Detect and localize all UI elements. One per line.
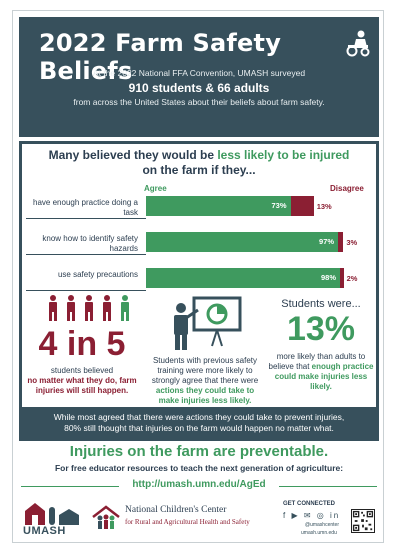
barn-icon (25, 503, 79, 525)
bar-track: 73% 13% (146, 196, 376, 216)
beliefs-section: Many believed they would be less likely … (19, 141, 379, 441)
website[interactable]: umash.umn.edu (301, 530, 337, 536)
intro-line-3: from across the United States about thei… (73, 97, 325, 107)
stat-four-in-five: 4 in 5 students believed no matter what … (22, 294, 142, 444)
bar-agree: 98% (146, 268, 341, 288)
question-highlight: less likely to be injured (217, 148, 350, 162)
stat-safety-training: Students with previous safety training w… (146, 294, 264, 444)
bar-disagree (340, 268, 344, 288)
bar-track: 98% 2% (146, 268, 376, 288)
children-house-icon (92, 505, 120, 529)
url-row: http://umash.umn.edu/AgEd (21, 479, 377, 493)
disagree-value: 13% (316, 202, 332, 211)
legend-disagree: Disagree (330, 184, 364, 193)
nccrahs-logo: National Children's Center for Rural and… (91, 503, 281, 539)
s1-line: students believed (50, 366, 114, 375)
label-rule (26, 254, 146, 255)
intro-line-2: 910 students & 66 adults (128, 81, 270, 95)
resources-link[interactable]: http://umash.umn.edu/AgEd (21, 479, 377, 490)
resources-text: For free educator resources to teach the… (54, 463, 344, 473)
summary-line-1: While most agreed that there were action… (53, 412, 345, 422)
summary-line-2: 80% still thought that injuries on the f… (64, 423, 334, 433)
s3-emphasis: enough practice could make injuries less… (274, 362, 374, 391)
agree-value: 98% (321, 273, 337, 282)
nccrahs-subtitle: for Rural and Agricultural Health and Sa… (125, 518, 250, 526)
s3-line: more likely than adults to believe that (268, 352, 366, 371)
bar-label: have enough practice doing a task (33, 198, 138, 217)
bar-row-hazards: know how to identify safety hazards 97% … (22, 232, 376, 253)
bar-label: know how to identify safety hazards (42, 234, 138, 253)
header-banner: 2022 Farm Safety Beliefs At the 2022 Nat… (19, 17, 379, 137)
stat-students-thirteen: Students were... 13% more likely than ad… (266, 294, 376, 444)
url-rule-right (279, 486, 377, 487)
label-rule (26, 218, 146, 219)
bar-row-practice: have enough practice doing a task 73% 13… (22, 196, 376, 217)
bar-disagree (290, 196, 314, 216)
infographic-card: 2022 Farm Safety Beliefs At the 2022 Nat… (12, 10, 384, 543)
s1-emphasis: no matter what they do, farm injuries wi… (27, 376, 137, 395)
bar-label: use safety precautions (57, 270, 138, 279)
s3-lead: Students were... (281, 298, 361, 310)
survey-intro: At the 2022 National FFA Convention, UMA… (19, 67, 379, 109)
preventable-heading: Injuries on the farm are preventable. (69, 443, 329, 460)
disagree-value: 3% (346, 238, 358, 247)
social-handle: @umashcenter (305, 522, 339, 528)
bar-row-precautions: use safety precautions 98% 2% (22, 268, 376, 288)
umash-wordmark: UMASH (23, 525, 66, 537)
page-title: 2022 Farm Safety Beliefs (39, 29, 282, 85)
farmer-tractor-icon (346, 30, 370, 57)
label-rule (26, 290, 146, 291)
disagree-value: 2% (346, 274, 358, 283)
question-part-1: Many believed they would be (48, 148, 218, 162)
four-in-five-value: 4 in 5 (38, 325, 126, 363)
bar-track: 97% 3% (146, 232, 376, 252)
question-part-2: on the farm if they... (142, 163, 256, 177)
get-connected: GET CONNECTED f ▶ ✉ ◎ in @umashcenter um… (283, 499, 377, 541)
agree-value: 97% (319, 237, 335, 246)
legend-agree: Agree (144, 184, 167, 193)
s2-line: Students with previous safety training w… (151, 356, 259, 385)
s3-text: more likely than adults to believe that … (266, 352, 376, 392)
people-icon (49, 295, 129, 321)
logo-strip: UMASH National Children's Center for Rur… (21, 499, 377, 541)
s2-emphasis: actions they could take to make injuries… (155, 386, 255, 405)
connect-heading: GET CONNECTED (283, 501, 336, 507)
beliefs-question: Many believed they would be less likely … (22, 148, 376, 178)
agree-value: 73% (271, 201, 287, 210)
url-rule-left (21, 486, 119, 487)
resources-url[interactable]: http://umash.umn.edu/AgEd (128, 479, 270, 490)
four-in-five-text: students believed no matter what they do… (22, 366, 142, 396)
summary-banner: While most agreed that there were action… (19, 407, 379, 439)
nccrahs-name: National Children's Center (125, 505, 227, 515)
bar-agree: 73% (146, 196, 291, 216)
safety-training-text: Students with previous safety training w… (146, 356, 264, 406)
umash-logo: UMASH (21, 499, 81, 539)
teacher-presentation-icon (174, 296, 242, 350)
s3-percent: 13% (286, 310, 356, 348)
social-icons[interactable]: f ▶ ✉ ◎ in (283, 511, 341, 520)
qr-code-icon[interactable] (351, 509, 375, 533)
intro-line-1: At the 2022 National FFA Convention, UMA… (92, 68, 306, 78)
bar-agree: 97% (146, 232, 339, 252)
bar-disagree (338, 232, 344, 252)
